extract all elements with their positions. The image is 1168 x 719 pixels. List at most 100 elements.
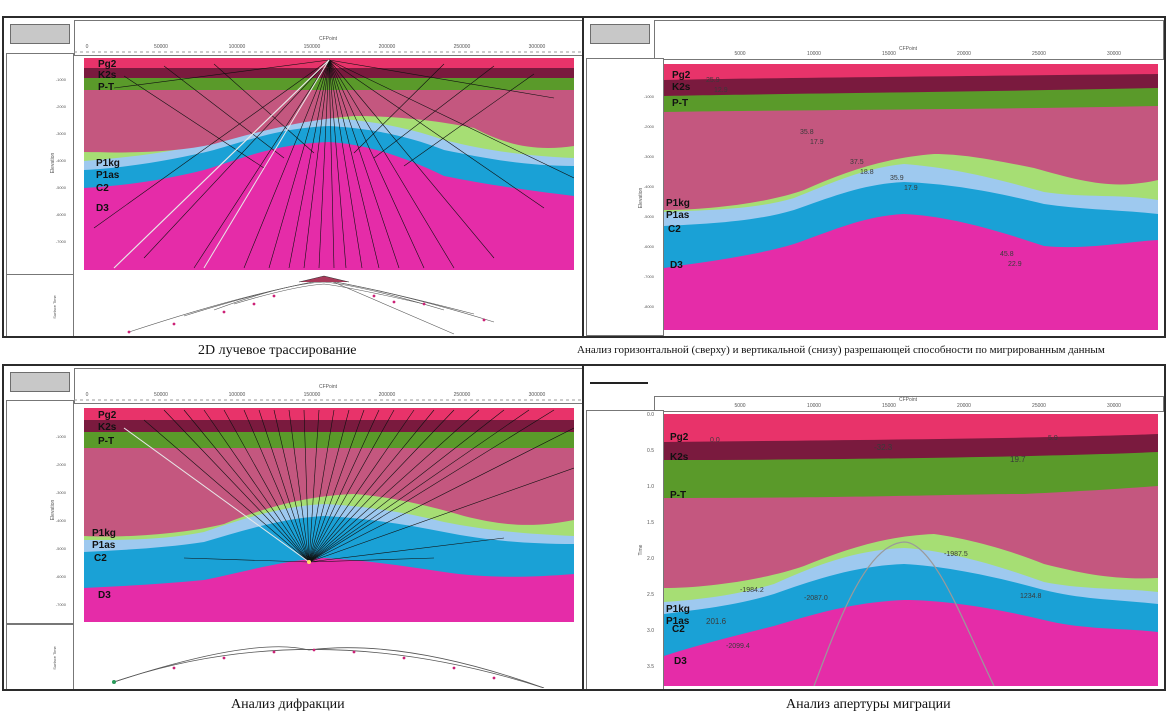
top-axis-strip xyxy=(654,20,1164,60)
axis-title: Elevation xyxy=(638,188,644,209)
panel-diffraction-analysis: CFPoint 0 50000 100000 150000 200000 250… xyxy=(2,364,584,691)
tick-label: 10000 xyxy=(807,51,821,57)
geologic-section: Pg2 K2s P-T P1kg P1as C2 D3 0.0 -32.3 5.… xyxy=(664,414,1158,686)
tick-label: 200000 xyxy=(379,392,396,398)
tick-label: 20000 xyxy=(957,51,971,57)
tick-label: -5000 xyxy=(56,546,67,551)
surface-time-axis: Surface Time xyxy=(52,645,57,669)
axis-title: Elevation xyxy=(50,153,56,174)
axis-title: CFPoint xyxy=(899,397,918,403)
tick-label: -5000 xyxy=(56,185,67,190)
aperture-value: 1234.8 xyxy=(1020,593,1042,600)
tick-label: -7000 xyxy=(56,239,67,244)
tick-label: -1000 xyxy=(56,77,67,82)
layer-label-c2: C2 xyxy=(96,183,109,194)
caption-resolution-analysis: Анализ горизонтальной (сверху) и вертика… xyxy=(577,344,1105,356)
left-axis-strip xyxy=(6,53,74,275)
panel-header-button[interactable] xyxy=(590,24,650,44)
y-axis: Time 0.0 0.5 1.0 1.5 2.0 2.5 3.0 3.5 xyxy=(638,412,654,670)
top-axis: CFPoint 0 50000 100000 150000 200000 250… xyxy=(74,384,582,401)
tick-label: 0.5 xyxy=(647,448,654,454)
top-axis-strip xyxy=(654,396,1164,412)
tick-label: 15000 xyxy=(882,403,896,409)
geologic-section: Pg2 K2s P-T P1kg P1as C2 D3 xyxy=(84,408,574,622)
tick-label: 30000 xyxy=(1107,403,1121,409)
tick-label: 0 xyxy=(86,392,89,398)
top-axis: CFPoint 0 50000 100000 150000 200000 250… xyxy=(74,36,582,53)
tick-label: -6000 xyxy=(56,574,67,579)
layer-label-p1kg: P1kg xyxy=(666,198,690,209)
layer-label-d3: D3 xyxy=(674,656,687,667)
panel-header-button[interactable] xyxy=(10,24,70,44)
tick-label: 5000 xyxy=(734,51,745,57)
aperture-value: 0.0 xyxy=(710,437,720,444)
tick-label: 150000 xyxy=(304,44,321,50)
tick-label: -3000 xyxy=(56,490,67,495)
tick-label: 3.5 xyxy=(647,664,654,670)
layer-label-p1kg: P1kg xyxy=(96,158,120,169)
tick-label: 100000 xyxy=(229,392,246,398)
subplot-axis-strip xyxy=(6,624,74,689)
layer-label-p1as: P1as xyxy=(666,616,690,627)
tick-label: -8000 xyxy=(644,304,655,309)
left-axis-strip xyxy=(586,58,664,336)
panel-ray-tracing: CFPoint 0 50000 100000 150000 200000 250… xyxy=(2,16,584,338)
tick-label: 1.0 xyxy=(647,484,654,490)
layer-label-p1kg: P1kg xyxy=(92,528,116,539)
aperture-value: -2087.0 xyxy=(804,595,828,602)
layer-label-d3: D3 xyxy=(98,590,111,601)
tick-label: -7000 xyxy=(644,274,655,279)
layer-label-k2s: K2s xyxy=(670,452,689,463)
layer-label-pt: P-T xyxy=(672,98,688,109)
panel-header-button[interactable] xyxy=(10,372,70,392)
tick-label: 50000 xyxy=(154,44,168,50)
axis-title: CFPoint xyxy=(319,384,338,390)
top-axis: CFPoint 5000 10000 15000 20000 25000 300… xyxy=(734,46,1121,57)
aperture-value: 201.6 xyxy=(706,617,727,626)
aperture-value: -1984.2 xyxy=(740,587,764,594)
top-axis: CFPoint 5000 10000 15000 20000 25000 300… xyxy=(734,397,1121,409)
panel-resolution-analysis: CFPoint 5000 10000 15000 20000 25000 300… xyxy=(582,16,1166,338)
tick-label: 25000 xyxy=(1032,51,1046,57)
tick-label: 2.0 xyxy=(647,556,654,562)
tick-label: -5000 xyxy=(644,214,655,219)
tick-label: -3000 xyxy=(56,131,67,136)
tick-label: 5000 xyxy=(734,403,745,409)
layer-label-pg2: Pg2 xyxy=(98,410,117,421)
left-axis-strip xyxy=(586,410,664,689)
layer-label-c2: C2 xyxy=(672,624,685,635)
tick-label: 1.5 xyxy=(647,520,654,526)
tick-label: -1000 xyxy=(56,434,67,439)
tick-label: 250000 xyxy=(454,392,471,398)
tick-label: 20000 xyxy=(957,403,971,409)
tick-label: -2000 xyxy=(644,124,655,129)
resolution-value: 35.8 xyxy=(800,129,814,136)
surface-time-plot xyxy=(127,275,495,335)
tick-label: 250000 xyxy=(454,44,471,50)
tick-label: 200000 xyxy=(379,44,396,50)
tick-label: 300000 xyxy=(529,44,546,50)
caption-diffraction-analysis: Анализ дифракции xyxy=(231,697,345,712)
layer-label-pt: P-T xyxy=(670,490,686,501)
tick-label: 3.0 xyxy=(647,628,654,634)
resolution-value: 37.5 xyxy=(850,159,864,166)
layer-label-k2s: K2s xyxy=(98,70,117,81)
tick-label: -6000 xyxy=(56,212,67,217)
subplot-axis-strip xyxy=(6,274,74,336)
tick-label: -2000 xyxy=(56,104,67,109)
aperture-value: 19.7 xyxy=(1010,455,1026,464)
tick-label: 2.5 xyxy=(647,592,654,598)
resolution-value: 17.9 xyxy=(904,185,918,192)
layer-label-p1as: P1as xyxy=(96,170,120,181)
tick-label: 0 xyxy=(86,44,89,50)
layer-label-pg2: Pg2 xyxy=(670,432,689,443)
tick-label: 50000 xyxy=(154,392,168,398)
tick-label: 30000 xyxy=(1107,51,1121,57)
y-axis: Elevation -1000 -2000 -3000 -4000 -5000 … xyxy=(50,434,67,607)
axis-title: CFPoint xyxy=(899,46,918,52)
resolution-value: 25.9 xyxy=(706,77,720,84)
tick-label: 15000 xyxy=(882,51,896,57)
tick-label: -6000 xyxy=(644,244,655,249)
aperture-value: 5.9 xyxy=(1048,435,1058,442)
y-axis: Elevation -1000 -2000 -3000 -4000 -5000 … xyxy=(638,94,655,309)
